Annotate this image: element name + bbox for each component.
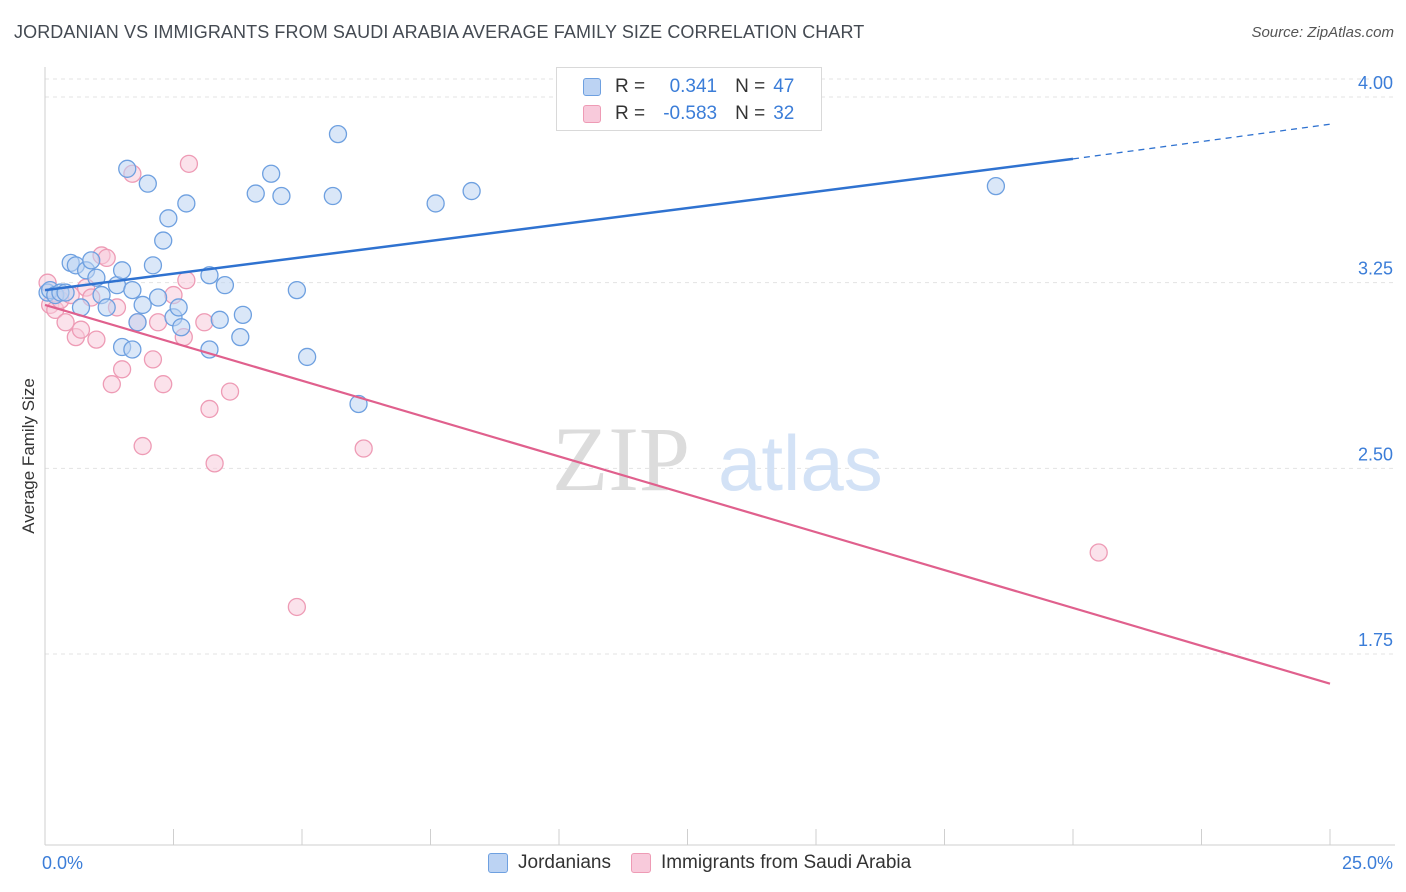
jordanians-point <box>986 176 1006 196</box>
jordanians-point <box>328 124 348 144</box>
jordanians-point <box>200 266 219 285</box>
legend-label-jordanians: Jordanians <box>518 852 611 873</box>
jordanians-point <box>154 231 173 250</box>
jordanians-point <box>323 186 342 206</box>
watermark-atlas: atlas <box>718 419 883 507</box>
source-label: Source: ZipAtlas.com <box>1251 24 1394 41</box>
legend-n-label: N = <box>735 103 766 124</box>
immigrants-point <box>220 382 240 401</box>
x-tick-label-min: 0.0% <box>42 853 83 873</box>
y-tick-label: 2.50 <box>1358 444 1393 464</box>
axes <box>44 67 1395 846</box>
immigrants-point <box>143 350 163 369</box>
jordanians-point <box>426 194 445 213</box>
jordanians-point <box>233 305 253 324</box>
immigrants-point <box>200 399 219 419</box>
jordanians-point <box>210 310 229 329</box>
tick-labels: 1.75 2.50 3.25 4.00 0.0% 25.0% <box>42 73 1393 873</box>
immigrants-point <box>154 375 173 394</box>
jordanians-point <box>231 327 250 347</box>
immigrants-point <box>195 313 214 332</box>
y-tick-label: 1.75 <box>1358 630 1393 650</box>
legend-swatch-immigrants <box>630 853 651 873</box>
immigrants-point <box>179 154 199 173</box>
x-tick-label-max: 25.0% <box>1342 853 1393 873</box>
jordanians-point <box>177 194 196 213</box>
immigrants-point <box>354 439 373 458</box>
trend-lines <box>44 123 1331 685</box>
jordanians-point <box>159 209 178 228</box>
jordanians-point <box>118 159 137 178</box>
legend-r-value-immigrants: -0.583 <box>663 103 718 124</box>
immigrants-point <box>287 597 307 617</box>
jordanians-point <box>172 318 191 337</box>
jordanians-point <box>97 298 116 317</box>
immigrants-point <box>205 454 224 473</box>
legend-r-label: R = <box>615 103 646 124</box>
jordanians-point <box>297 347 317 367</box>
y-tick-label: 3.25 <box>1358 259 1393 279</box>
jordanians-point <box>287 280 307 300</box>
watermark: ZIP atlas <box>552 408 883 510</box>
immigrants-point <box>1089 543 1108 562</box>
jordanians-point <box>148 288 168 307</box>
trend-line-jordanians-extension <box>1072 123 1331 160</box>
jordanians-point <box>123 280 142 300</box>
jordanians-point <box>143 256 163 275</box>
jordanians-point <box>138 174 157 193</box>
legend-row-jordanians: R = 0.341 N = 47 <box>583 75 794 99</box>
trend-line-jordanians <box>44 157 1074 292</box>
immigrants-point <box>112 360 132 379</box>
immigrants-point <box>177 271 196 290</box>
legend-row-immigrants: R = -0.583 N = 32 <box>583 102 794 126</box>
jordanians-point <box>128 313 147 332</box>
jordanians-point <box>462 181 481 201</box>
legend-r-value-jordanians: 0.341 <box>669 76 718 97</box>
gridlines <box>45 78 1395 655</box>
immigrants-point <box>87 330 106 349</box>
immigrants-point <box>97 248 116 268</box>
jordanians-point <box>112 261 132 280</box>
jordanians-point <box>133 295 152 315</box>
legend-item-jordanians[interactable]: Jordanians <box>488 852 611 874</box>
series-jordanians-points <box>38 124 1006 414</box>
y-axis-label: Average Family Size <box>19 378 38 534</box>
immigrants-point <box>133 436 152 456</box>
jordanians-point <box>215 275 235 295</box>
immigrants-point <box>148 313 168 332</box>
immigrants-point <box>56 313 75 332</box>
chart-title: JORDANIAN VS IMMIGRANTS FROM SAUDI ARABI… <box>14 22 865 42</box>
jordanians-point <box>262 164 281 183</box>
series-immigrants-points <box>38 154 1108 617</box>
jordanians-point <box>272 186 291 206</box>
immigrants-point <box>102 375 121 394</box>
legend-swatch-immigrants <box>583 105 601 123</box>
legend-n-value-immigrants: 32 <box>773 103 795 124</box>
y-tick-label: 4.00 <box>1358 73 1393 93</box>
legend-item-immigrants[interactable]: Immigrants from Saudi Arabia <box>630 852 912 874</box>
series-legend: Jordanians Immigrants from Saudi Arabia <box>488 852 931 874</box>
jordanians-point <box>123 340 142 359</box>
correlation-legend: R = 0.341 N = 47 R = -0.583 N = 32 <box>556 67 822 131</box>
legend-n-value-jordanians: 47 <box>773 76 795 97</box>
jordanians-point <box>169 298 188 317</box>
immigrants-point <box>71 320 91 339</box>
legend-r-label: R = <box>615 76 646 97</box>
jordanians-point <box>82 251 101 270</box>
watermark-zip: ZIP <box>552 408 690 510</box>
legend-swatch-jordanians <box>488 853 508 873</box>
legend-swatch-jordanians <box>583 78 601 96</box>
legend-label-immigrants: Immigrants from Saudi Arabia <box>660 852 912 873</box>
trend-line-immigrants <box>44 303 1331 685</box>
legend-n-label: N = <box>735 76 766 97</box>
jordanians-point <box>246 184 265 203</box>
